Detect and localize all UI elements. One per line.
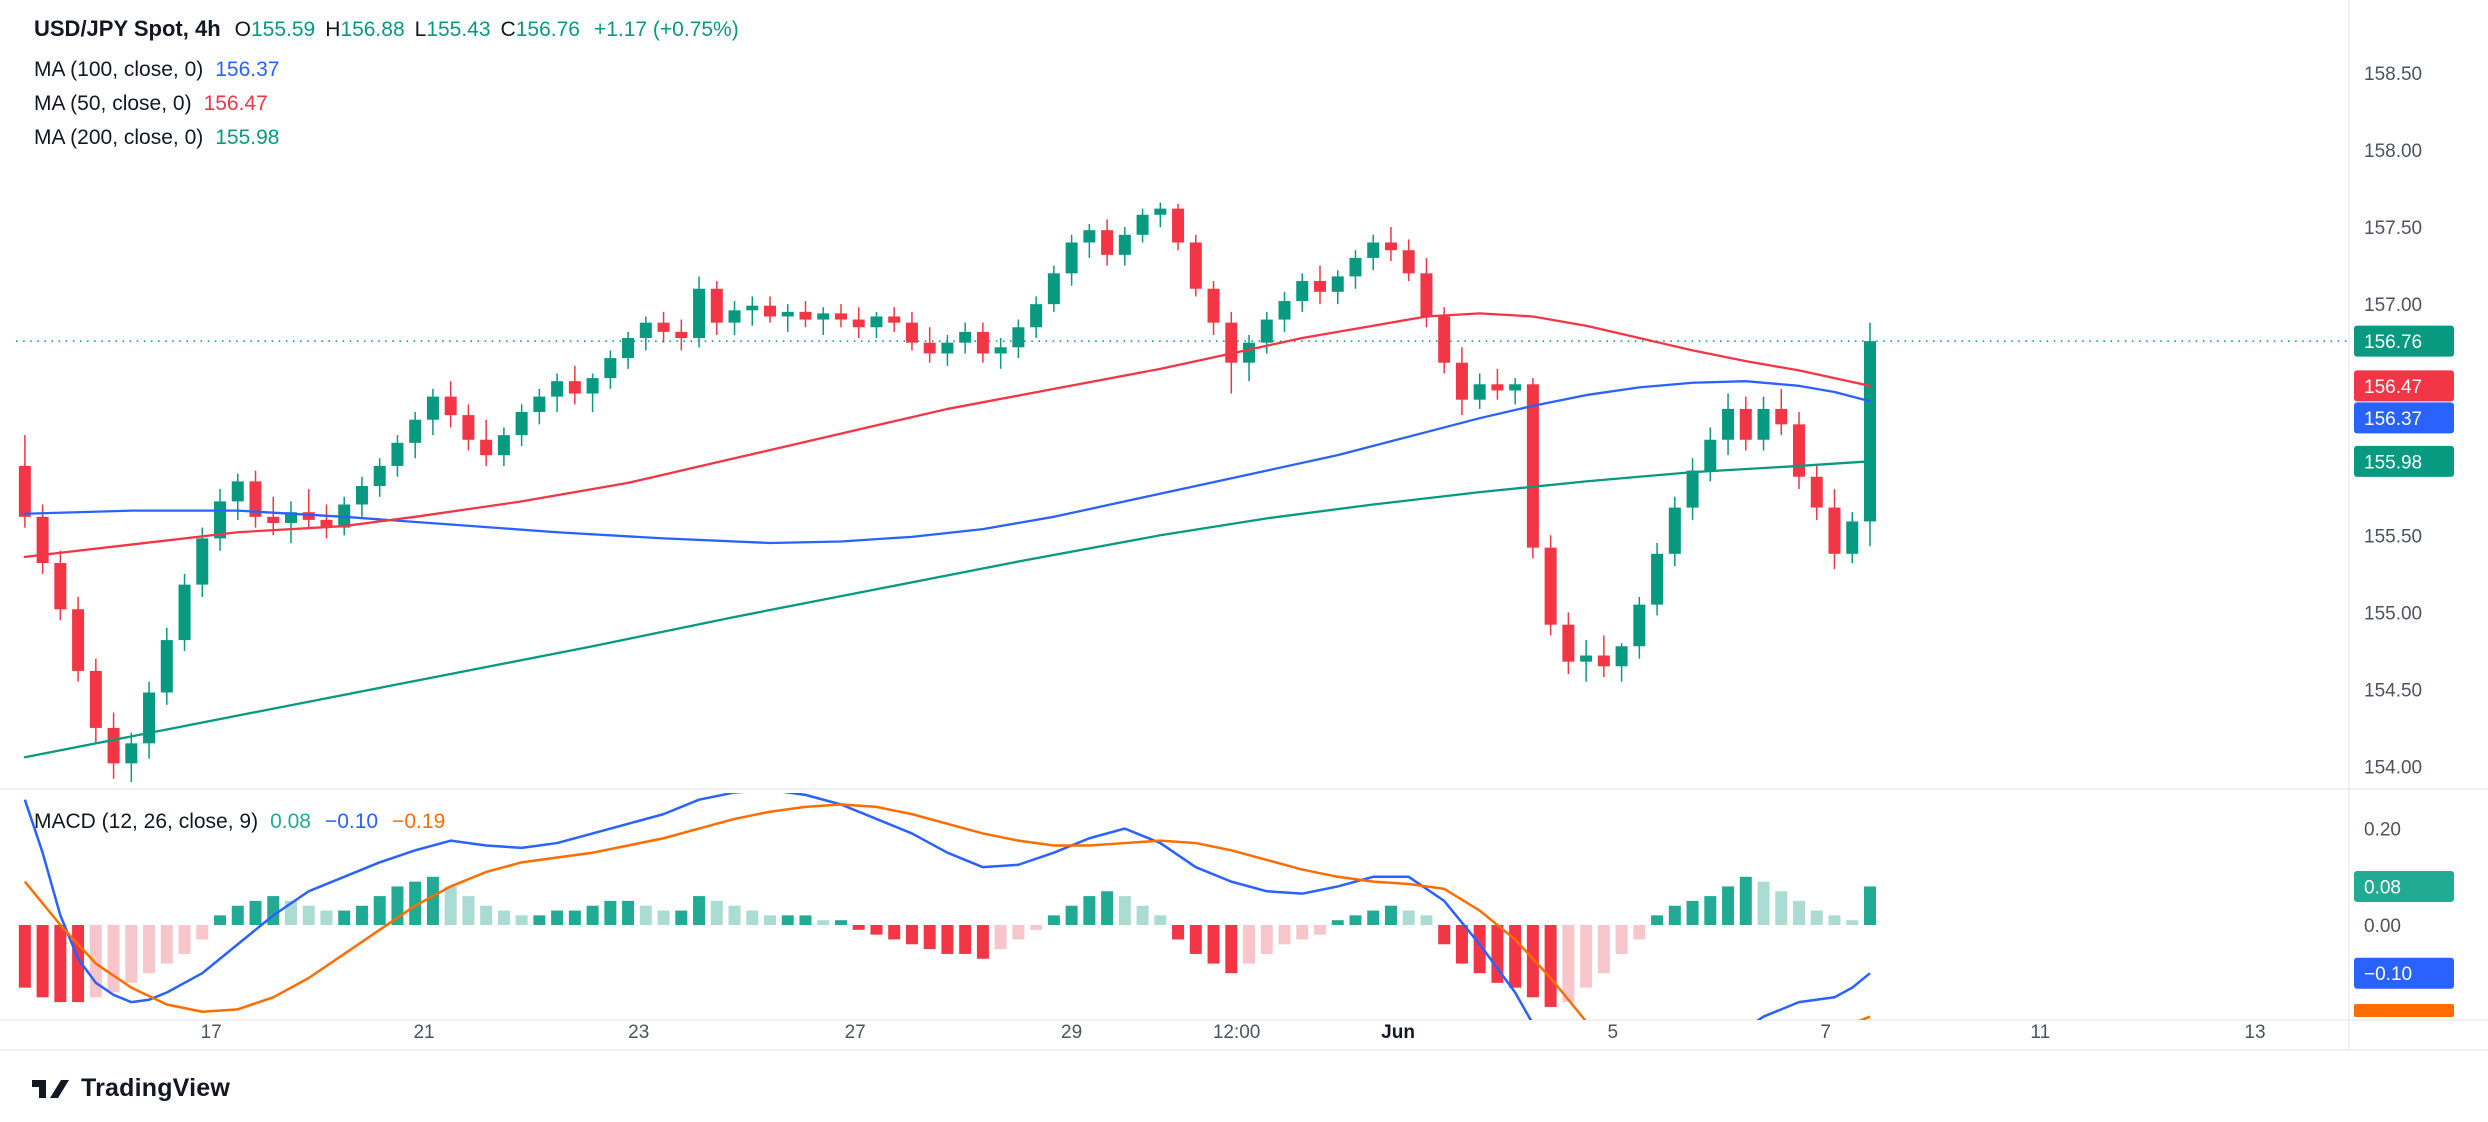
macd-badge-clipped (2354, 1004, 2454, 1017)
price-axis[interactable]: 158.50158.00157.50157.00156.50156.00155.… (2354, 64, 2454, 1017)
candles-layer (18, 202, 1876, 782)
high-label: H (325, 18, 341, 41)
svg-text:−0.10: −0.10 (2364, 964, 2412, 985)
svg-text:27: 27 (845, 1022, 866, 1043)
svg-text:158.00: 158.00 (2364, 141, 2422, 162)
svg-text:154.00: 154.00 (2364, 757, 2422, 778)
price-badge (2354, 370, 2454, 402)
close-pair: C156.76 (501, 18, 580, 42)
ma200-label: MA (200, close, 0) (34, 126, 204, 149)
ma-line[interactable] (23, 380, 1872, 545)
svg-text:Jun: Jun (1381, 1022, 1415, 1043)
macd-label: MACD (12, 26, close, 9) (34, 810, 259, 833)
footer: TradingView (30, 1074, 230, 1103)
low-pair: L155.43 (415, 18, 491, 42)
price-badge (2354, 325, 2454, 357)
close-value: 156.76 (515, 18, 580, 41)
high-pair: H156.88 (325, 18, 404, 42)
change-value: +1.17 (+0.75%) (593, 18, 739, 41)
svg-text:23: 23 (628, 1022, 649, 1043)
low-value: 155.43 (426, 18, 491, 41)
high-value: 156.88 (340, 18, 405, 41)
svg-text:21: 21 (413, 1022, 434, 1043)
macd-hist-value: 0.08 (270, 810, 311, 833)
symbol-ohlc-row[interactable]: USD/JPY Spot, 4h O155.59 H156.88 L155.43… (34, 16, 739, 58)
svg-text:156.37: 156.37 (2364, 409, 2422, 430)
ma50-value: 156.47 (203, 92, 268, 115)
svg-text:155.50: 155.50 (2364, 526, 2422, 547)
time-axis[interactable]: 17 21 23 27 29 12:00 Jun 5 7 11 13 (201, 1022, 2266, 1043)
macd-pane[interactable] (18, 790, 1876, 1118)
ma100-row[interactable]: MA (100, close, 0) 156.37 (34, 58, 739, 92)
svg-text:0.08: 0.08 (2364, 877, 2401, 898)
open-pair: O155.59 (235, 18, 316, 42)
price-badge (2354, 445, 2454, 477)
svg-text:0.20: 0.20 (2364, 820, 2401, 841)
ma-line[interactable] (23, 460, 1872, 759)
ma100-value: 156.37 (215, 58, 280, 81)
svg-text:12:00: 12:00 (1213, 1022, 1261, 1043)
svg-text:11: 11 (2030, 1022, 2050, 1043)
macd-badge (2354, 957, 2454, 989)
low-label: L (414, 18, 427, 41)
legend-panel: USD/JPY Spot, 4h O155.59 H156.88 L155.43… (34, 16, 739, 160)
macd-signal-value: −0.19 (392, 810, 446, 833)
svg-text:156.47: 156.47 (2364, 377, 2422, 398)
ma50-label: MA (50, close, 0) (34, 92, 192, 115)
svg-text:7: 7 (1820, 1022, 1831, 1043)
svg-text:17: 17 (201, 1022, 222, 1043)
svg-text:13: 13 (2244, 1022, 2265, 1043)
price-badge (2354, 402, 2454, 434)
svg-text:158.50: 158.50 (2364, 64, 2422, 85)
svg-text:157.00: 157.00 (2364, 295, 2422, 316)
tradingview-logo-icon[interactable] (30, 1075, 70, 1103)
ma200-row[interactable]: MA (200, close, 0) 155.98 (34, 126, 739, 160)
macd-badge (2354, 870, 2454, 902)
macd-line-value: −0.10 (324, 810, 379, 833)
svg-text:0.00: 0.00 (2364, 916, 2401, 937)
tradingview-brand-text[interactable]: TradingView (81, 1074, 231, 1102)
macd-legend-row[interactable]: MACD (12, 26, close, 9) 0.08 −0.10 −0.19 (34, 810, 459, 844)
close-label: C (500, 18, 516, 41)
svg-text:29: 29 (1061, 1022, 1082, 1043)
macd-legend[interactable]: MACD (12, 26, close, 9) 0.08 −0.10 −0.19 (34, 810, 459, 844)
svg-text:5: 5 (1607, 1022, 1618, 1043)
svg-text:156.76: 156.76 (2364, 332, 2422, 353)
symbol-title[interactable]: USD/JPY Spot, 4h (34, 16, 221, 41)
ma-line[interactable] (23, 312, 1872, 559)
svg-text:155.98: 155.98 (2364, 452, 2422, 473)
svg-text:154.50: 154.50 (2364, 680, 2422, 701)
open-value: 155.59 (250, 18, 316, 41)
ma50-row[interactable]: MA (50, close, 0) 156.47 (34, 92, 739, 126)
price-pane[interactable] (16, 202, 2349, 782)
svg-text:157.50: 157.50 (2364, 218, 2422, 239)
ma100-label: MA (100, close, 0) (34, 58, 204, 81)
svg-text:155.00: 155.00 (2364, 603, 2422, 624)
ma200-value: 155.98 (215, 126, 280, 149)
open-label: O (234, 18, 251, 41)
